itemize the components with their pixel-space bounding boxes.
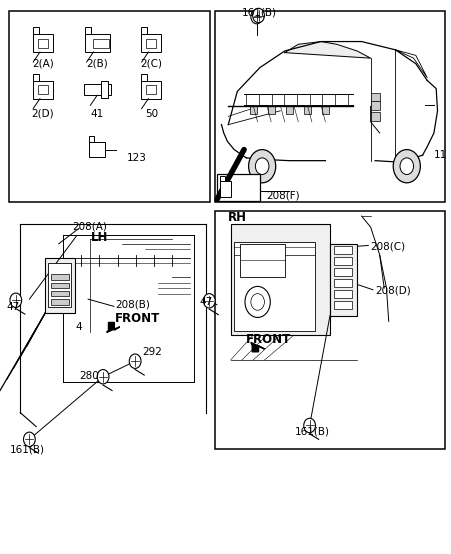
Bar xyxy=(89,136,94,142)
Text: RH: RH xyxy=(228,211,247,224)
Circle shape xyxy=(10,293,22,307)
Bar xyxy=(333,268,351,276)
Bar xyxy=(93,39,108,48)
Circle shape xyxy=(23,432,35,447)
Bar xyxy=(220,176,224,181)
Text: 11: 11 xyxy=(433,150,446,160)
Text: 161(B): 161(B) xyxy=(294,426,329,436)
Circle shape xyxy=(130,355,140,367)
Text: 4: 4 xyxy=(76,322,82,332)
Circle shape xyxy=(203,294,215,308)
Circle shape xyxy=(250,294,264,310)
Bar xyxy=(38,39,48,48)
Bar xyxy=(333,246,351,254)
Bar xyxy=(303,105,310,114)
Bar xyxy=(48,263,71,307)
Bar xyxy=(33,34,53,52)
Text: 47: 47 xyxy=(198,297,212,307)
Bar xyxy=(9,11,210,202)
Bar xyxy=(51,299,69,305)
Bar xyxy=(249,105,256,114)
Bar xyxy=(333,290,351,298)
Bar xyxy=(51,283,69,288)
Circle shape xyxy=(248,150,275,183)
Bar xyxy=(141,81,161,99)
Text: 41: 41 xyxy=(90,109,104,119)
Text: 208(A): 208(A) xyxy=(72,221,107,231)
Bar xyxy=(146,85,156,94)
Bar xyxy=(239,244,284,277)
Bar xyxy=(220,181,231,197)
Circle shape xyxy=(244,286,270,317)
Bar xyxy=(370,112,379,121)
Bar xyxy=(333,301,351,309)
Bar xyxy=(83,84,110,95)
Bar xyxy=(33,27,39,34)
Bar xyxy=(214,211,444,449)
Text: 161(B): 161(B) xyxy=(241,7,276,17)
Bar xyxy=(84,27,91,34)
Circle shape xyxy=(204,295,214,307)
Text: 208(C): 208(C) xyxy=(370,242,405,252)
Bar xyxy=(141,74,147,81)
Bar xyxy=(333,279,351,287)
Text: 123: 123 xyxy=(126,153,146,163)
Bar xyxy=(141,27,147,34)
Text: 292: 292 xyxy=(142,347,162,357)
Text: 208(F): 208(F) xyxy=(266,190,299,200)
Bar xyxy=(230,224,329,335)
Bar xyxy=(33,81,53,99)
Text: 2(D): 2(D) xyxy=(32,109,54,119)
Circle shape xyxy=(11,294,21,306)
Polygon shape xyxy=(250,342,264,352)
Bar xyxy=(329,244,356,316)
Bar xyxy=(285,105,292,114)
Polygon shape xyxy=(284,42,370,58)
Bar xyxy=(214,11,444,202)
Bar xyxy=(101,81,108,98)
Text: LH: LH xyxy=(90,230,107,244)
Bar xyxy=(216,174,259,201)
Circle shape xyxy=(303,418,315,433)
Circle shape xyxy=(98,371,108,383)
Bar xyxy=(38,85,48,94)
Circle shape xyxy=(129,354,141,368)
Circle shape xyxy=(252,8,264,23)
Circle shape xyxy=(97,370,109,384)
Text: 208(B): 208(B) xyxy=(115,300,150,310)
Circle shape xyxy=(255,158,268,175)
Polygon shape xyxy=(106,322,120,332)
Bar xyxy=(89,142,105,157)
Bar xyxy=(370,101,379,110)
Bar xyxy=(51,274,69,280)
Text: 47: 47 xyxy=(7,302,20,312)
Text: FRONT: FRONT xyxy=(115,312,160,325)
Text: FRONT: FRONT xyxy=(246,332,291,346)
Bar xyxy=(45,258,74,313)
Circle shape xyxy=(250,9,262,24)
Bar xyxy=(234,242,315,331)
Text: 2(A): 2(A) xyxy=(32,59,54,69)
Bar xyxy=(333,257,351,265)
Text: 2(C): 2(C) xyxy=(140,59,162,69)
Bar xyxy=(84,34,110,52)
Bar xyxy=(146,39,156,48)
Bar xyxy=(51,291,69,296)
Text: 161(B): 161(B) xyxy=(9,445,45,455)
Bar xyxy=(321,105,328,114)
Text: 50: 50 xyxy=(144,109,158,119)
Bar xyxy=(33,74,39,81)
Circle shape xyxy=(399,158,413,175)
Bar xyxy=(141,34,161,52)
Text: 2(B): 2(B) xyxy=(86,59,108,69)
Circle shape xyxy=(304,419,314,432)
Circle shape xyxy=(392,150,419,183)
Text: 208(D): 208(D) xyxy=(374,286,410,296)
Bar xyxy=(267,105,274,114)
Bar xyxy=(370,93,379,101)
Text: 280: 280 xyxy=(79,371,99,381)
Circle shape xyxy=(24,433,34,445)
